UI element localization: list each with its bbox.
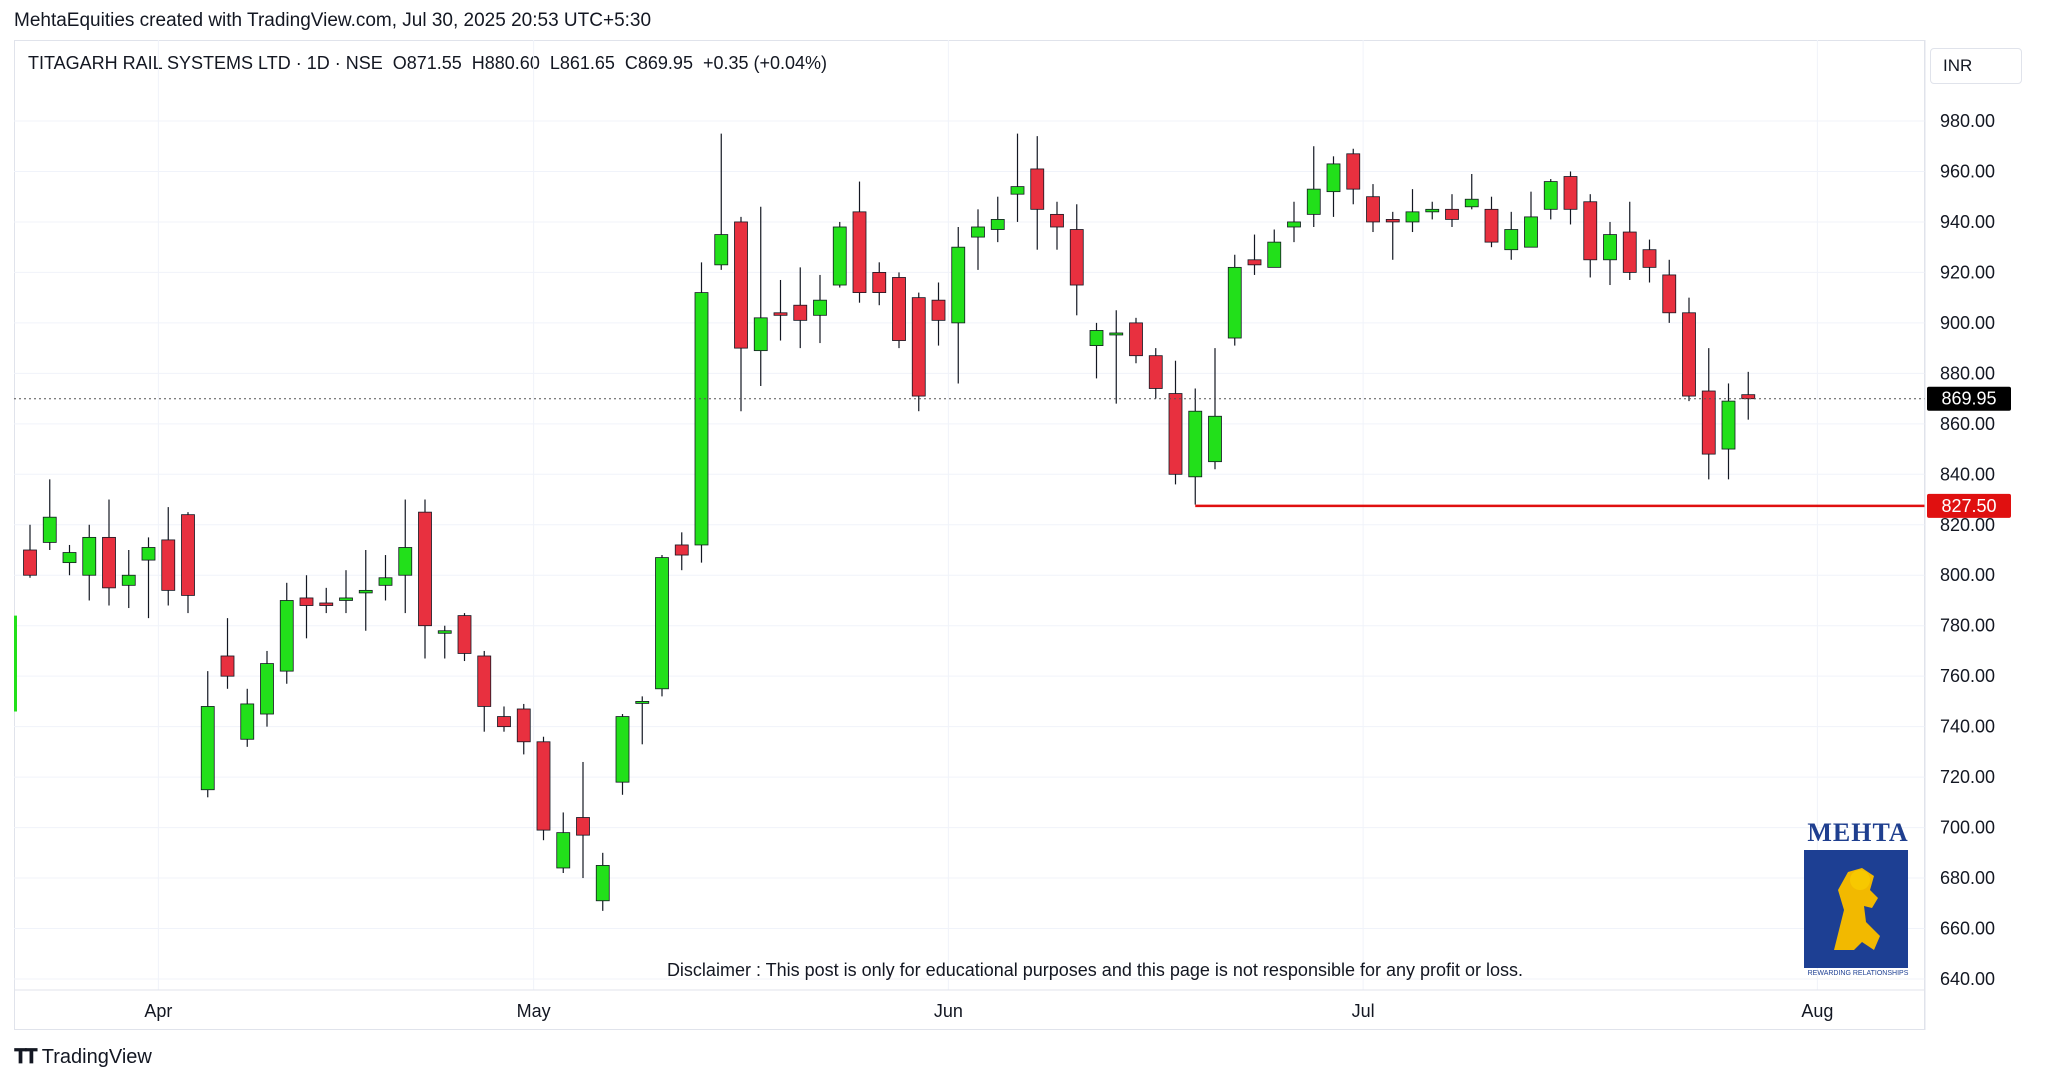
y-tick-label: 940.00 [1940,212,1995,232]
y-tick-label: 680.00 [1940,868,1995,888]
support-label: 827.50 [1941,496,1996,516]
symbol-legend: TITAGARH RAIL SYSTEMS LTD · 1D · NSE O87… [28,53,828,73]
lion-emblem [1804,850,1908,968]
logo-wordmark: MEHTA [1807,818,1909,847]
y-tick-label: 780.00 [1940,616,1995,636]
y-tick-label: 740.00 [1940,717,1995,737]
tradingview-brand: TradingView [41,1046,152,1068]
y-tick-label: 880.00 [1940,363,1995,383]
y-tick-label: 980.00 [1940,111,1995,131]
y-tick-label: 860.00 [1940,414,1995,434]
support-label-bg [1927,493,2011,518]
y-tick-label: 820.00 [1940,515,1995,535]
y-tick-label: 660.00 [1940,919,1995,939]
logo-tagline: REWARDING RELATIONSHIPS [1807,970,1909,977]
y-tick-label: 700.00 [1940,818,1995,838]
mehta-logo: MEHTA REWARDING RELATIONSHIPS [1804,818,1912,977]
chart-plot-frame [14,40,1925,1030]
y-tick-label: 900.00 [1940,313,1995,333]
attribution-header: MehtaEquities created with TradingView.c… [14,10,652,31]
y-tick-label: 960.00 [1940,161,1995,181]
last-price-label-bg [1927,386,2011,411]
price-axis: 980.00 960.00 940.00 920.00 900.00 880.00 860.… [1924,40,1995,1030]
tradingview-footer[interactable]: 𝐓𝐓 TradingView [14,1046,152,1069]
y-tick-label: 800.00 [1940,565,1995,585]
currency-button[interactable]: INR [1930,48,2022,84]
y-tick-label: 720.00 [1940,767,1995,787]
disclaimer-text: Disclaimer : This post is only for educa… [666,960,1524,980]
tradingview-icon: 𝐓𝐓 [14,1046,38,1068]
last-price-label: 869.95 [1941,389,1996,409]
y-tick-label: 920.00 [1940,262,1995,282]
y-tick-label: 760.00 [1940,666,1995,686]
y-tick-label: 840.00 [1940,464,1995,484]
